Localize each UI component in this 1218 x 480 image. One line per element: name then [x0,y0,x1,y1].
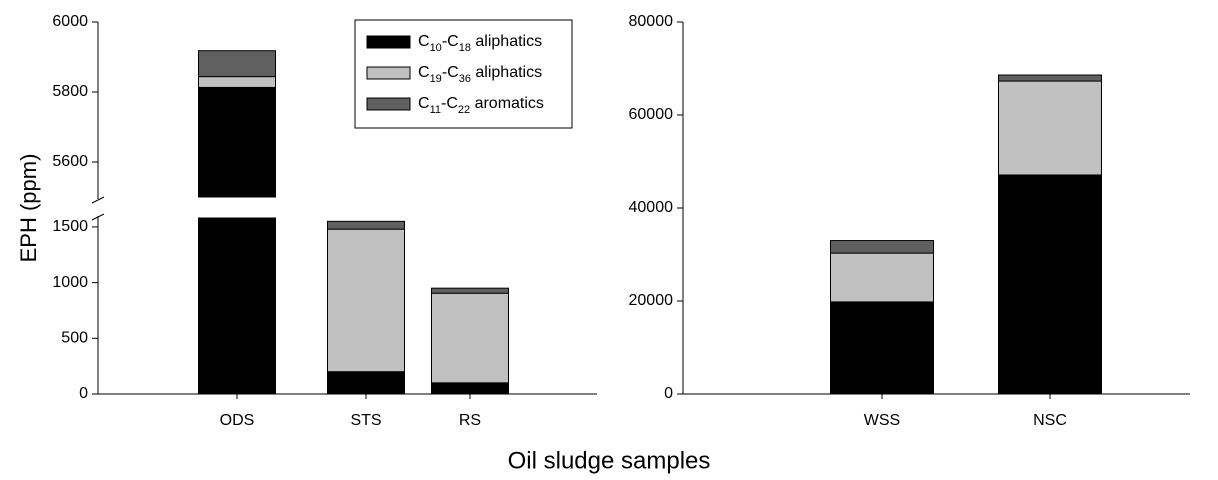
y-tick-label: 60000 [629,106,674,123]
y-tick-label: 20000 [629,292,674,309]
y-tick-label: 6000 [52,13,88,30]
legend-label: C19-C36 aliphatics [418,64,542,85]
bar-segment [198,76,276,88]
x-tick-label: RS [459,412,481,429]
bar-segment [327,228,405,373]
y-tick-label: 5600 [52,153,88,170]
axis-break-mark [91,196,105,204]
bar-segment [830,301,934,395]
x-tick-label: WSS [864,412,900,429]
bar-segment [431,287,509,294]
x-tick-label: NSC [1033,412,1067,429]
x-tick-label: STS [350,412,381,429]
bar-segment [327,371,405,395]
y-tick-label: 40000 [629,199,674,216]
y-axis-label: EPH (ppm) [16,154,41,263]
x-tick-label: ODS [220,412,255,429]
y-tick-label: 500 [61,330,88,347]
legend-swatch [366,35,411,49]
y-tick-label: 1500 [52,218,88,235]
bar-segment [998,74,1102,82]
bar-segment [998,80,1102,176]
legend-label: C11-C22 aromatics [418,95,544,116]
x-axis-label: Oil sludge samples [508,447,711,474]
bar-segment [327,220,405,230]
y-tick-label: 1000 [52,274,88,291]
bar-segment [198,217,276,395]
y-tick-label: 80000 [629,13,674,30]
bar-segment [198,86,276,198]
legend-label: C10-C18 aliphatics [418,33,542,54]
y-tick-label: 0 [664,385,673,402]
axis-break-mark [91,213,105,221]
y-tick-label: 0 [79,385,88,402]
bar-segment [431,292,509,384]
y-tick-label: 5800 [52,83,88,100]
bar-segment [198,50,276,78]
bar-segment [830,252,934,303]
legend-swatch [366,97,411,111]
legend-swatch [366,66,411,80]
bar-segment [431,382,509,395]
bar-segment [998,174,1102,395]
bar-segment [830,240,934,254]
